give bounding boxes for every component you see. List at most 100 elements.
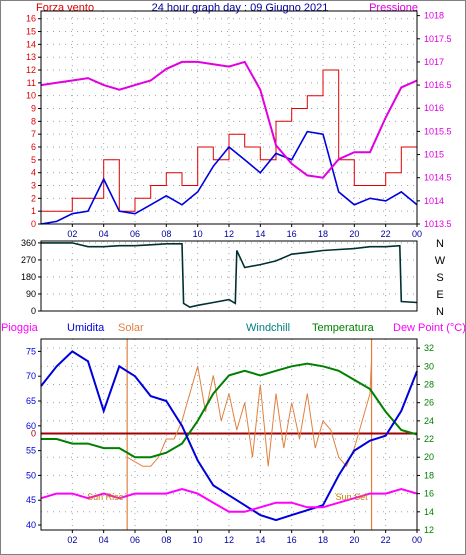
temperature-tick-label: 32 (424, 343, 434, 353)
direction-tick-label: 270 (21, 255, 36, 265)
legend-solar: Solar (118, 322, 144, 334)
weather-legend: Pioggia Umidita Solar Windchill Temperat… (1, 322, 466, 334)
weather-x-tick-label: 16 (287, 535, 297, 545)
direction-tick-label: 360 (21, 238, 36, 248)
temperature-tick-label: 24 (424, 416, 434, 426)
sun-rise-label: Sun Rise (87, 492, 124, 502)
pressure-tick-label: 1017.5 (424, 34, 452, 44)
direction-tick-label: 0 (31, 306, 36, 316)
humidity-tick-label: 40 (26, 520, 36, 530)
direction-left-ticks: 0 90 180 270 360 (21, 238, 41, 316)
wind-x-tick-label: 22 (381, 229, 391, 239)
wind-x-tick-label: 04 (99, 229, 109, 239)
wind-gust-line (40, 130, 418, 225)
pressure-line (40, 60, 418, 179)
compass-label: W (435, 255, 446, 267)
humidity-tick-label: 75 (26, 346, 36, 356)
wind-x-tick-label: 16 (287, 229, 297, 239)
wind-x-ticks: 02 04 06 08 10 12 14 16 18 20 22 00 (67, 224, 422, 239)
pressure-tick-label: 1017 (424, 57, 444, 67)
humidity-left-ticks: 40 45 50 55 60 65 70 75 (26, 346, 41, 530)
humidity-tick-label: 70 (26, 371, 36, 381)
wind-x-tick-label: 06 (130, 229, 140, 239)
pressure-tick-label: 1013.5 (424, 219, 452, 229)
wind-x-tick-label: 10 (193, 229, 203, 239)
weather-x-tick-label: 12 (224, 535, 234, 545)
temperature-tick-label: 28 (424, 379, 434, 389)
sun-set-label: Sun Set (336, 492, 369, 502)
weather-x-tick-label: 06 (130, 535, 140, 545)
humidity-line (40, 350, 418, 522)
temperature-tick-label: 16 (424, 489, 434, 499)
wind-tick-label: 9 (31, 104, 36, 114)
temperature-tick-label: 14 (424, 507, 434, 517)
legend-windchill: Windchill (246, 322, 290, 334)
wind-tick-label: 11 (27, 78, 36, 88)
wind-tick-label: 0 (31, 219, 36, 229)
legend-temperature: Temperatura (312, 322, 375, 334)
weather-x-tick-label: 00 (412, 535, 422, 545)
weather-x-tick-label: 22 (381, 535, 391, 545)
temperature-line (41, 362, 418, 459)
compass-label: S (436, 272, 443, 284)
wind-series (40, 60, 418, 225)
direction-panel-frame (40, 240, 418, 312)
compass-label: N (436, 238, 444, 250)
legend-dewpoint: Dew Point (°C) (393, 322, 466, 334)
weather-x-tick-label: 20 (349, 535, 359, 545)
temperature-right-ticks: 12 14 16 18 20 22 24 26 28 30 32 (417, 343, 434, 535)
dewpoint-line (40, 488, 418, 513)
temperature-tick-label: 30 (424, 361, 434, 371)
wind-tick-label: 5 (31, 155, 36, 165)
wind-tick-label: 14 (26, 39, 36, 49)
pressure-tick-label: 1014.5 (424, 173, 452, 183)
wind-x-tick-label: 14 (255, 229, 265, 239)
legend-rain: Pioggia (1, 322, 39, 334)
humidity-tick-label: 60 (26, 421, 36, 431)
wind-x-tick-label: 00 (412, 229, 422, 239)
temperature-tick-label: 26 (424, 398, 434, 408)
wind-tick-label: 13 (26, 52, 36, 62)
wind-tick-label: 3 (31, 181, 36, 191)
compass-label: N (436, 306, 444, 318)
wind-tick-label: 8 (31, 116, 36, 126)
humidity-tick-label: 50 (26, 470, 36, 480)
wind-direction-line (41, 242, 418, 309)
humidity-tick-label: 65 (26, 396, 36, 406)
solar-line (126, 357, 373, 468)
pressure-tick-label: 1015.5 (424, 126, 452, 136)
compass-label: E (436, 289, 443, 301)
right-axis-title: Pressione (369, 2, 418, 14)
wind-tick-label: 12 (26, 65, 36, 75)
weather-x-tick-label: 18 (318, 535, 328, 545)
legend-humidity: Umidita (67, 322, 105, 334)
wind-tick-label: 16 (26, 14, 36, 24)
pressure-right-ticks: 1013.5 1014 1014.5 1015 1015.5 1016 1016.5 1017… (417, 11, 452, 229)
wind-x-tick-label: 12 (224, 229, 234, 239)
temperature-tick-label: 22 (424, 434, 434, 444)
wind-tick-label: 15 (26, 27, 36, 37)
wind-x-tick-label: 18 (318, 229, 328, 239)
wind-tick-label: 10 (26, 91, 36, 101)
direction-tick-label: 180 (21, 272, 36, 282)
wind-x-tick-label: 08 (161, 229, 171, 239)
chart-title: 24 hour graph day : 09 Giugno 2021 (152, 2, 329, 14)
pressure-tick-label: 1016.5 (424, 80, 452, 90)
weather-x-tick-label: 02 (67, 535, 77, 545)
wind-tick-label: 7 (31, 129, 36, 139)
weather-x-tick-label: 08 (161, 535, 171, 545)
pressure-tick-label: 1018 (424, 11, 444, 21)
humidity-tick-label: 55 (26, 446, 36, 456)
temperature-tick-label: 18 (424, 470, 434, 480)
wind-tick-label: 2 (31, 193, 36, 203)
weather-x-tick-label: 14 (255, 535, 265, 545)
wind-x-tick-label: 20 (349, 229, 359, 239)
wind-x-tick-label: 02 (67, 229, 77, 239)
rain-zero-label: 0 (31, 429, 36, 439)
direction-tick-label: 90 (26, 289, 36, 299)
